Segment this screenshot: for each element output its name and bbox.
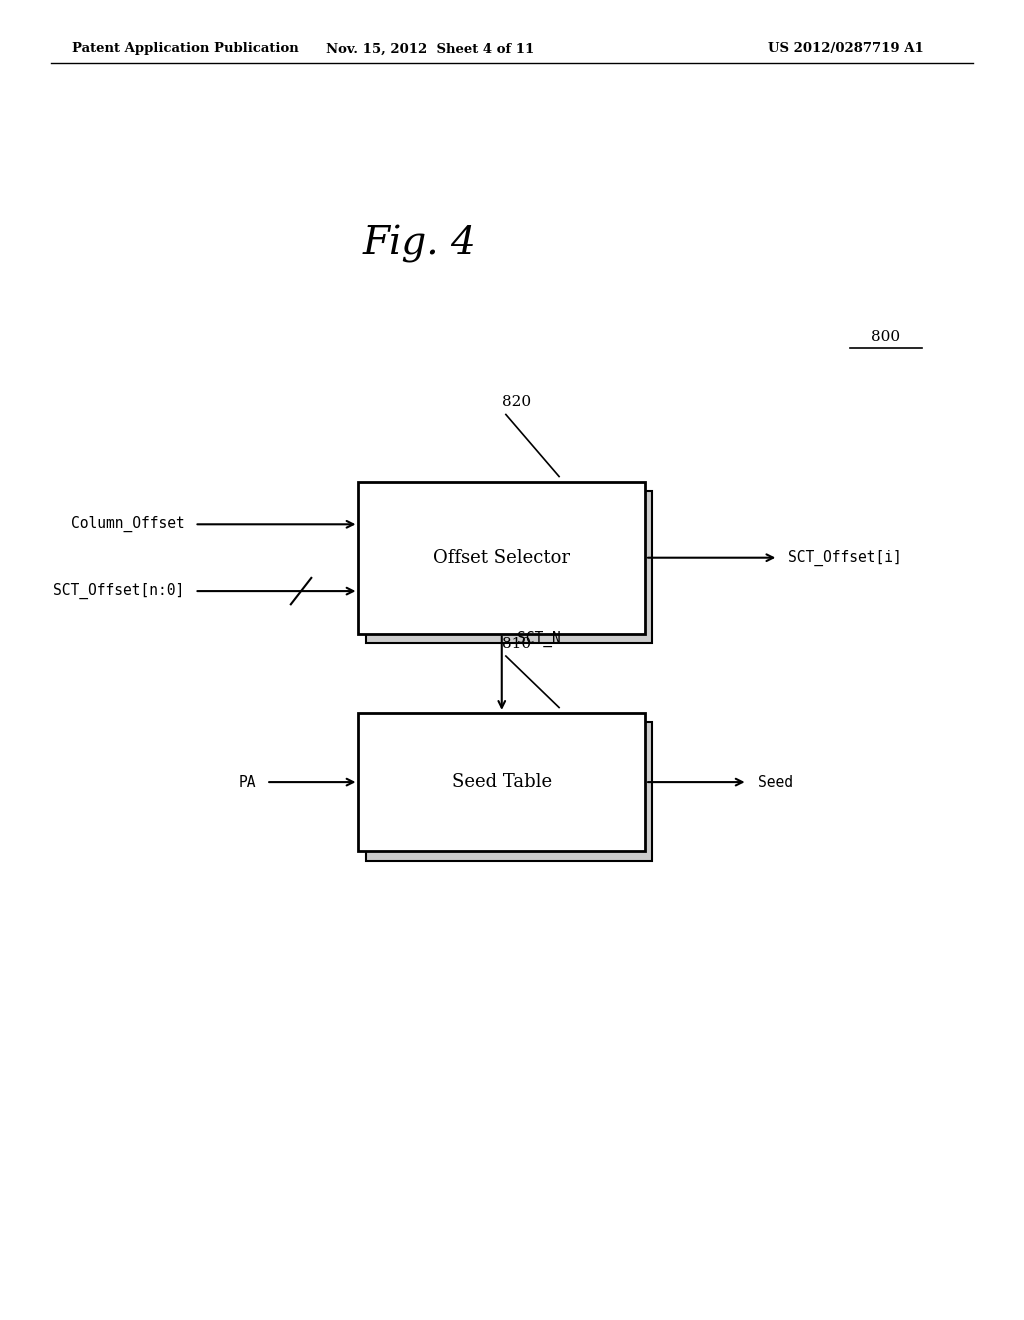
Text: 800: 800 — [871, 330, 900, 343]
Text: US 2012/0287719 A1: US 2012/0287719 A1 — [768, 42, 924, 55]
Text: 810: 810 — [502, 636, 530, 651]
Bar — [366, 722, 652, 861]
Bar — [366, 491, 652, 643]
Text: Seed Table: Seed Table — [452, 774, 552, 791]
Text: Seed: Seed — [758, 775, 793, 789]
Text: 820: 820 — [502, 395, 530, 409]
Text: SCT_Offset[n:0]: SCT_Offset[n:0] — [53, 583, 184, 599]
Text: Offset Selector: Offset Selector — [433, 549, 570, 566]
Text: Patent Application Publication: Patent Application Publication — [72, 42, 298, 55]
Text: Fig. 4: Fig. 4 — [362, 226, 477, 263]
Text: Column_Offset: Column_Offset — [71, 516, 184, 532]
Text: SCT_N: SCT_N — [517, 631, 561, 647]
Text: PA: PA — [239, 775, 256, 789]
Bar — [358, 482, 645, 634]
Bar — [358, 713, 645, 851]
Text: SCT_Offset[i]: SCT_Offset[i] — [788, 549, 902, 566]
Text: Nov. 15, 2012  Sheet 4 of 11: Nov. 15, 2012 Sheet 4 of 11 — [326, 42, 535, 55]
